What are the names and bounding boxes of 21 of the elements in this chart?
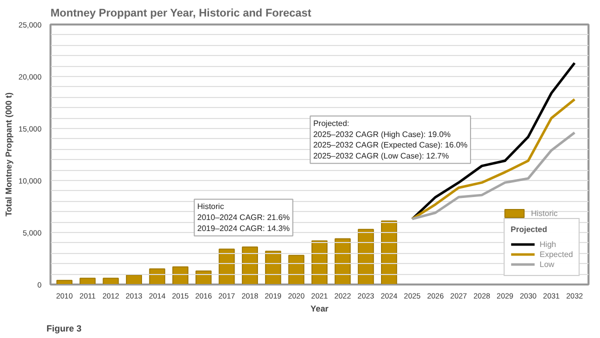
bar: [358, 228, 374, 284]
chart-title: Montney Proppant per Year, Historic and Forecast: [50, 8, 312, 20]
legend-label: High: [540, 239, 558, 249]
y-axis-title: Total Montney Proppant (000 t): [4, 92, 14, 217]
bar: [149, 268, 166, 284]
bar: [265, 250, 282, 284]
bar: [381, 220, 398, 284]
legend-label: Historic: [531, 208, 558, 218]
legend-label: Low: [540, 259, 556, 269]
annotation: Projected: 2025–2032 CAGR (High Case): 19.0% 2025–2032 CAGR (Expected Case): 16.0% 2025–2032 CAGR (Low Case): 12.7%: [313, 119, 468, 160]
bar: [334, 238, 351, 284]
caption: Figure 3: [46, 324, 82, 334]
bar: [172, 266, 188, 284]
annotation: Historic 2010–2024 CAGR: 21.6% 2019–2024 CAGR: 14.3%: [197, 202, 290, 233]
bar: [288, 254, 304, 284]
bar: [242, 246, 258, 284]
legend-title: Projected: [510, 225, 548, 234]
bar: [126, 274, 142, 284]
bar: [218, 248, 235, 284]
legend-label: Expected: [540, 249, 573, 259]
x-axis-title: Year: [310, 304, 330, 314]
